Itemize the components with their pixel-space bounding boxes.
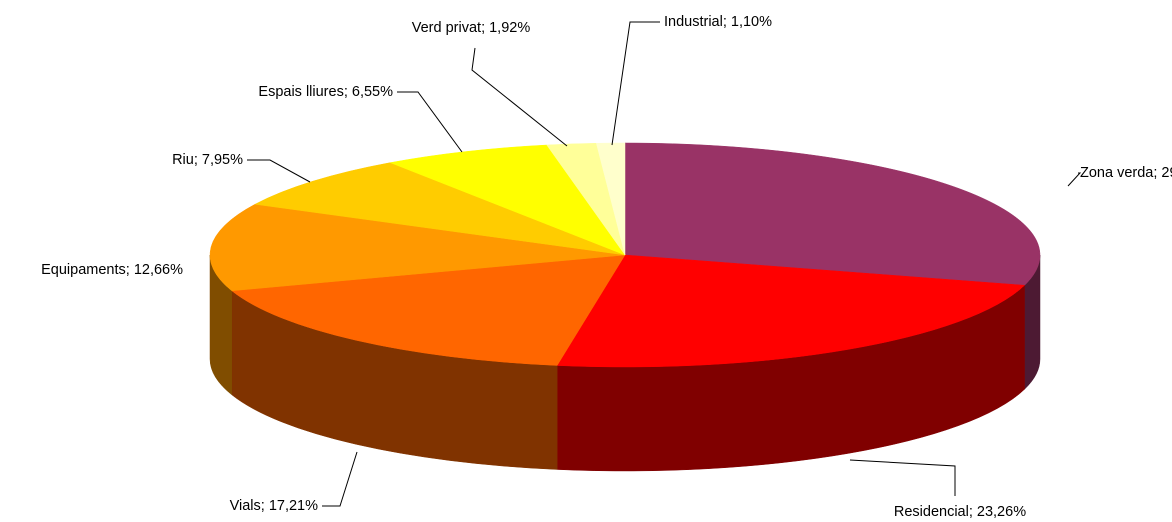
- slice: [389, 144, 626, 256]
- data-label: Verd privat; 1,92%: [412, 20, 531, 36]
- leader-line: [1067, 172, 1082, 187]
- data-label: Equipaments; 12,66%: [41, 262, 183, 278]
- data-label: Riu; 7,95%: [172, 152, 243, 168]
- leader-line: [247, 159, 311, 183]
- leader-line: [471, 47, 568, 147]
- data-label: Espais lliures; 6,55%: [258, 84, 393, 100]
- slice: [231, 254, 626, 366]
- slice: [624, 142, 1041, 286]
- slice: [596, 142, 626, 256]
- leader-line: [849, 459, 956, 496]
- data-label: Industrial; 1,10%: [664, 14, 772, 30]
- slice: [556, 254, 1026, 368]
- leader-line: [322, 451, 358, 507]
- data-label: Vials; 17,21%: [230, 498, 319, 514]
- leader-line: [397, 91, 463, 153]
- data-label: Residencial; 23,26%: [894, 504, 1026, 520]
- data-label: Zona verda; 29,36%: [1080, 165, 1172, 181]
- slice: [209, 204, 626, 292]
- leader-line: [611, 21, 660, 146]
- slice: [254, 162, 626, 256]
